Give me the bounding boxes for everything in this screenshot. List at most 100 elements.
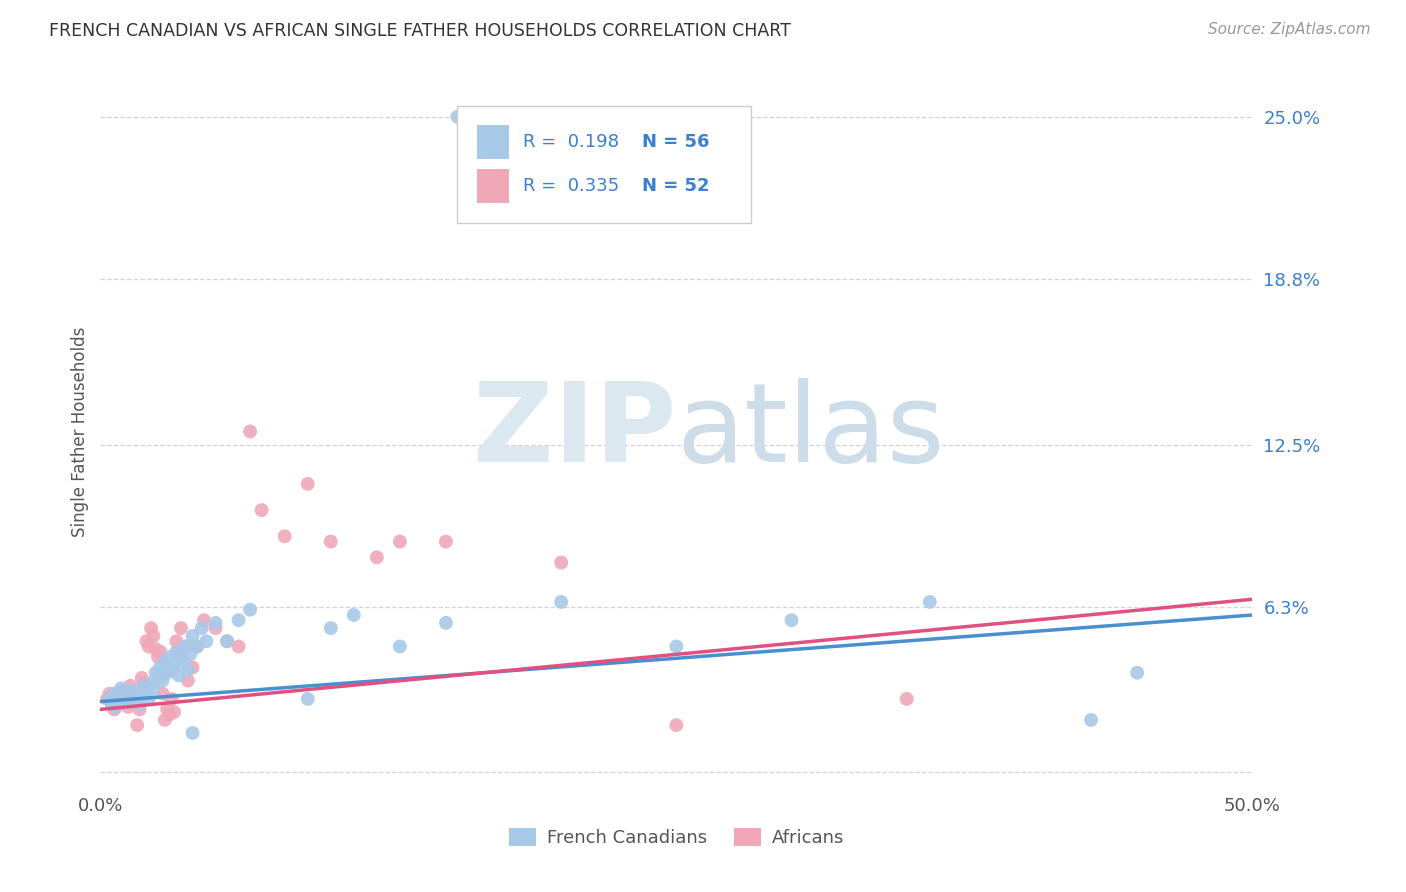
Point: [107, 697, 129, 711]
Point: [107, 692, 129, 706]
Point: [228, 640, 250, 654]
Point: [388, 640, 411, 654]
Point: [550, 556, 572, 570]
Point: [195, 634, 218, 648]
Point: [366, 550, 388, 565]
Point: [193, 613, 215, 627]
Point: [159, 707, 181, 722]
Point: [128, 697, 150, 711]
Point: [177, 673, 200, 688]
Point: [152, 687, 174, 701]
Point: [186, 640, 208, 654]
Point: [120, 679, 142, 693]
Point: [186, 640, 208, 654]
Point: [918, 595, 941, 609]
Point: [204, 615, 226, 630]
Point: [103, 702, 125, 716]
Point: [121, 694, 143, 708]
Point: [149, 660, 172, 674]
Point: [167, 645, 190, 659]
Point: [181, 629, 204, 643]
Point: [146, 671, 169, 685]
Point: [780, 613, 803, 627]
Point: [434, 615, 457, 630]
Text: atlas: atlas: [676, 378, 945, 485]
Point: [297, 692, 319, 706]
Point: [896, 692, 918, 706]
Point: [163, 657, 186, 672]
Point: [121, 687, 143, 701]
Point: [217, 634, 239, 648]
Point: [124, 690, 146, 704]
Point: [117, 699, 139, 714]
Point: [343, 607, 366, 622]
Point: [172, 655, 194, 669]
Point: [131, 671, 153, 685]
Point: [434, 534, 457, 549]
Point: [112, 694, 135, 708]
Point: [665, 718, 688, 732]
Point: [139, 621, 162, 635]
Point: [1080, 713, 1102, 727]
Point: [142, 629, 165, 643]
Point: [138, 692, 160, 706]
Point: [98, 692, 121, 706]
Point: [146, 650, 169, 665]
Point: [145, 642, 167, 657]
Point: [179, 648, 201, 662]
Point: [204, 621, 226, 635]
Point: [153, 655, 176, 669]
Point: [110, 681, 132, 696]
Point: [181, 726, 204, 740]
Point: [217, 634, 239, 648]
Point: [156, 702, 179, 716]
Point: [319, 534, 342, 549]
Point: [190, 621, 212, 635]
Text: FRENCH CANADIAN VS AFRICAN SINGLE FATHER HOUSEHOLDS CORRELATION CHART: FRENCH CANADIAN VS AFRICAN SINGLE FATHER…: [49, 22, 792, 40]
Point: [138, 640, 160, 654]
Point: [163, 705, 186, 719]
Point: [165, 634, 187, 648]
Point: [105, 699, 128, 714]
Point: [152, 673, 174, 688]
Point: [160, 692, 183, 706]
Text: R =  0.335: R = 0.335: [523, 178, 620, 195]
Point: [170, 621, 193, 635]
Point: [177, 663, 200, 677]
Point: [110, 684, 132, 698]
Point: [239, 603, 262, 617]
Point: [174, 640, 197, 654]
Legend: French Canadians, Africans: French Canadians, Africans: [502, 821, 851, 855]
Point: [156, 665, 179, 680]
Point: [239, 425, 262, 439]
Point: [127, 718, 149, 732]
Point: [117, 692, 139, 706]
Point: [319, 621, 342, 635]
Point: [145, 665, 167, 680]
Point: [174, 640, 197, 654]
Point: [127, 684, 149, 698]
Point: [665, 640, 688, 654]
Point: [135, 634, 157, 648]
Point: [134, 676, 156, 690]
Point: [550, 595, 572, 609]
Text: R =  0.198: R = 0.198: [523, 133, 619, 151]
Point: [139, 676, 162, 690]
Point: [128, 702, 150, 716]
Point: [167, 668, 190, 682]
Point: [103, 687, 125, 701]
Point: [446, 110, 468, 124]
Point: [135, 687, 157, 701]
Point: [142, 681, 165, 696]
Point: [134, 679, 156, 693]
Text: Source: ZipAtlas.com: Source: ZipAtlas.com: [1208, 22, 1371, 37]
Point: [170, 650, 193, 665]
Point: [273, 529, 295, 543]
Point: [388, 534, 411, 549]
FancyBboxPatch shape: [477, 125, 509, 159]
Point: [165, 645, 187, 659]
Point: [181, 660, 204, 674]
Point: [114, 692, 136, 706]
Point: [131, 687, 153, 701]
Point: [1126, 665, 1149, 680]
